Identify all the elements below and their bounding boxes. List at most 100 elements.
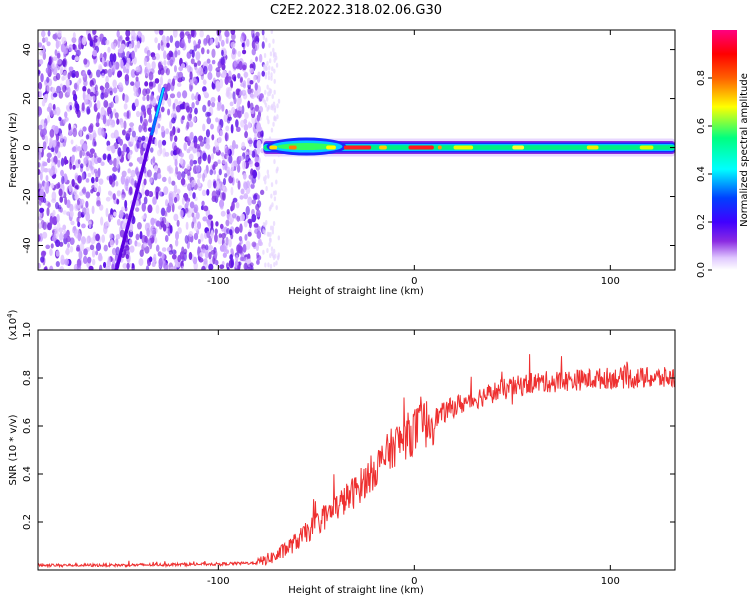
noise-speckle	[101, 234, 106, 244]
noise-speckle	[105, 265, 111, 270]
noise-speckle	[189, 78, 194, 86]
y-tick-label: 40	[22, 43, 33, 56]
noise-speckle	[263, 53, 267, 59]
noise-speckle	[240, 188, 245, 195]
noise-speckle	[154, 37, 158, 44]
noise-speckle	[95, 69, 101, 78]
noise-speckle	[197, 39, 202, 45]
noise-speckle	[79, 191, 84, 196]
noise-speckle	[92, 95, 96, 102]
noise-speckle	[185, 105, 190, 113]
noise-speckle	[106, 145, 112, 152]
noise-speckle	[144, 47, 148, 54]
noise-speckle	[92, 129, 97, 140]
noise-speckle	[46, 152, 52, 159]
noise-speckle	[230, 30, 236, 35]
noise-speckle	[87, 33, 92, 41]
noise-speckle	[235, 201, 240, 209]
noise-speckle	[215, 221, 219, 227]
noise-speckle	[266, 84, 269, 90]
noise-speckle	[186, 164, 191, 170]
noise-speckle	[225, 249, 230, 254]
noise-speckle	[81, 36, 87, 46]
noise-speckle	[166, 53, 171, 61]
noise-speckle	[83, 248, 88, 256]
noise-speckle	[202, 86, 207, 93]
noise-speckle	[85, 134, 90, 140]
signal-band-core	[408, 145, 434, 150]
noise-speckle	[78, 250, 83, 260]
noise-speckle	[172, 108, 177, 118]
noise-speckle	[141, 187, 145, 196]
noise-speckle	[144, 222, 150, 232]
noise-speckle	[137, 136, 142, 143]
noise-speckle	[247, 218, 253, 224]
noise-speckle	[193, 62, 198, 67]
noise-speckle	[70, 155, 75, 165]
noise-speckle	[100, 161, 105, 166]
noise-speckle	[225, 36, 229, 44]
noise-speckle	[237, 164, 241, 173]
noise-speckle	[169, 120, 173, 130]
noise-speckle	[50, 183, 55, 189]
noise-speckle	[179, 103, 185, 110]
colorbar-tick-label: 0.2	[696, 214, 707, 230]
noise-speckle	[59, 196, 64, 203]
noise-speckle	[262, 228, 265, 234]
noise-speckle	[203, 258, 208, 265]
noise-speckle	[39, 188, 44, 198]
noise-speckle	[51, 139, 57, 148]
noise-speckle	[102, 261, 107, 269]
y-tick-label: 0.2	[22, 514, 33, 530]
noise-speckle	[72, 32, 76, 39]
noise-speckle	[76, 199, 81, 206]
signal-band-core	[343, 145, 372, 150]
noise-speckle	[216, 106, 221, 112]
noise-speckle	[230, 80, 234, 89]
noise-speckle	[230, 258, 235, 268]
noise-speckle	[146, 169, 152, 178]
noise-speckle	[177, 128, 181, 134]
noise-speckle	[227, 76, 232, 83]
noise-speckle	[39, 207, 45, 213]
snr-multiplier: (x104)	[6, 309, 19, 340]
noise-speckle	[52, 216, 58, 226]
noise-speckle	[166, 206, 172, 213]
noise-speckle	[107, 190, 112, 196]
noise-speckle	[165, 68, 170, 76]
signal-band-core	[288, 145, 297, 150]
noise-speckle	[168, 164, 172, 175]
noise-speckle	[241, 256, 246, 262]
noise-speckle	[116, 198, 120, 205]
noise-speckle	[134, 98, 139, 108]
noise-speckle	[87, 88, 91, 95]
noise-speckle	[57, 30, 62, 38]
noise-speckle	[86, 108, 91, 115]
spectrogram-xlabel: Height of straight line (km)	[288, 286, 424, 297]
noise-speckle	[268, 42, 271, 48]
noise-speckle	[59, 65, 64, 75]
noise-speckle	[49, 248, 53, 256]
noise-speckle	[126, 110, 130, 119]
noise-speckle	[157, 42, 161, 51]
noise-speckle	[159, 147, 163, 155]
noise-speckle	[238, 106, 243, 111]
noise-speckle	[219, 264, 225, 270]
noise-speckle	[181, 197, 185, 205]
y-tick-label: -20	[22, 188, 33, 204]
noise-speckle	[238, 245, 243, 254]
noise-speckle	[243, 123, 249, 132]
snr-multiplier-prefix: (x10	[8, 318, 19, 341]
noise-speckle	[62, 210, 67, 215]
noise-speckle	[163, 262, 169, 270]
noise-speckle	[201, 189, 207, 197]
noise-speckle	[242, 244, 247, 253]
noise-speckle	[231, 201, 235, 211]
noise-speckle	[210, 153, 214, 160]
noise-speckle	[275, 205, 278, 211]
noise-speckle	[73, 82, 78, 90]
noise-speckle	[90, 157, 95, 162]
noise-speckle	[42, 197, 47, 204]
noise-speckle	[242, 80, 247, 89]
noise-speckle	[159, 76, 164, 86]
